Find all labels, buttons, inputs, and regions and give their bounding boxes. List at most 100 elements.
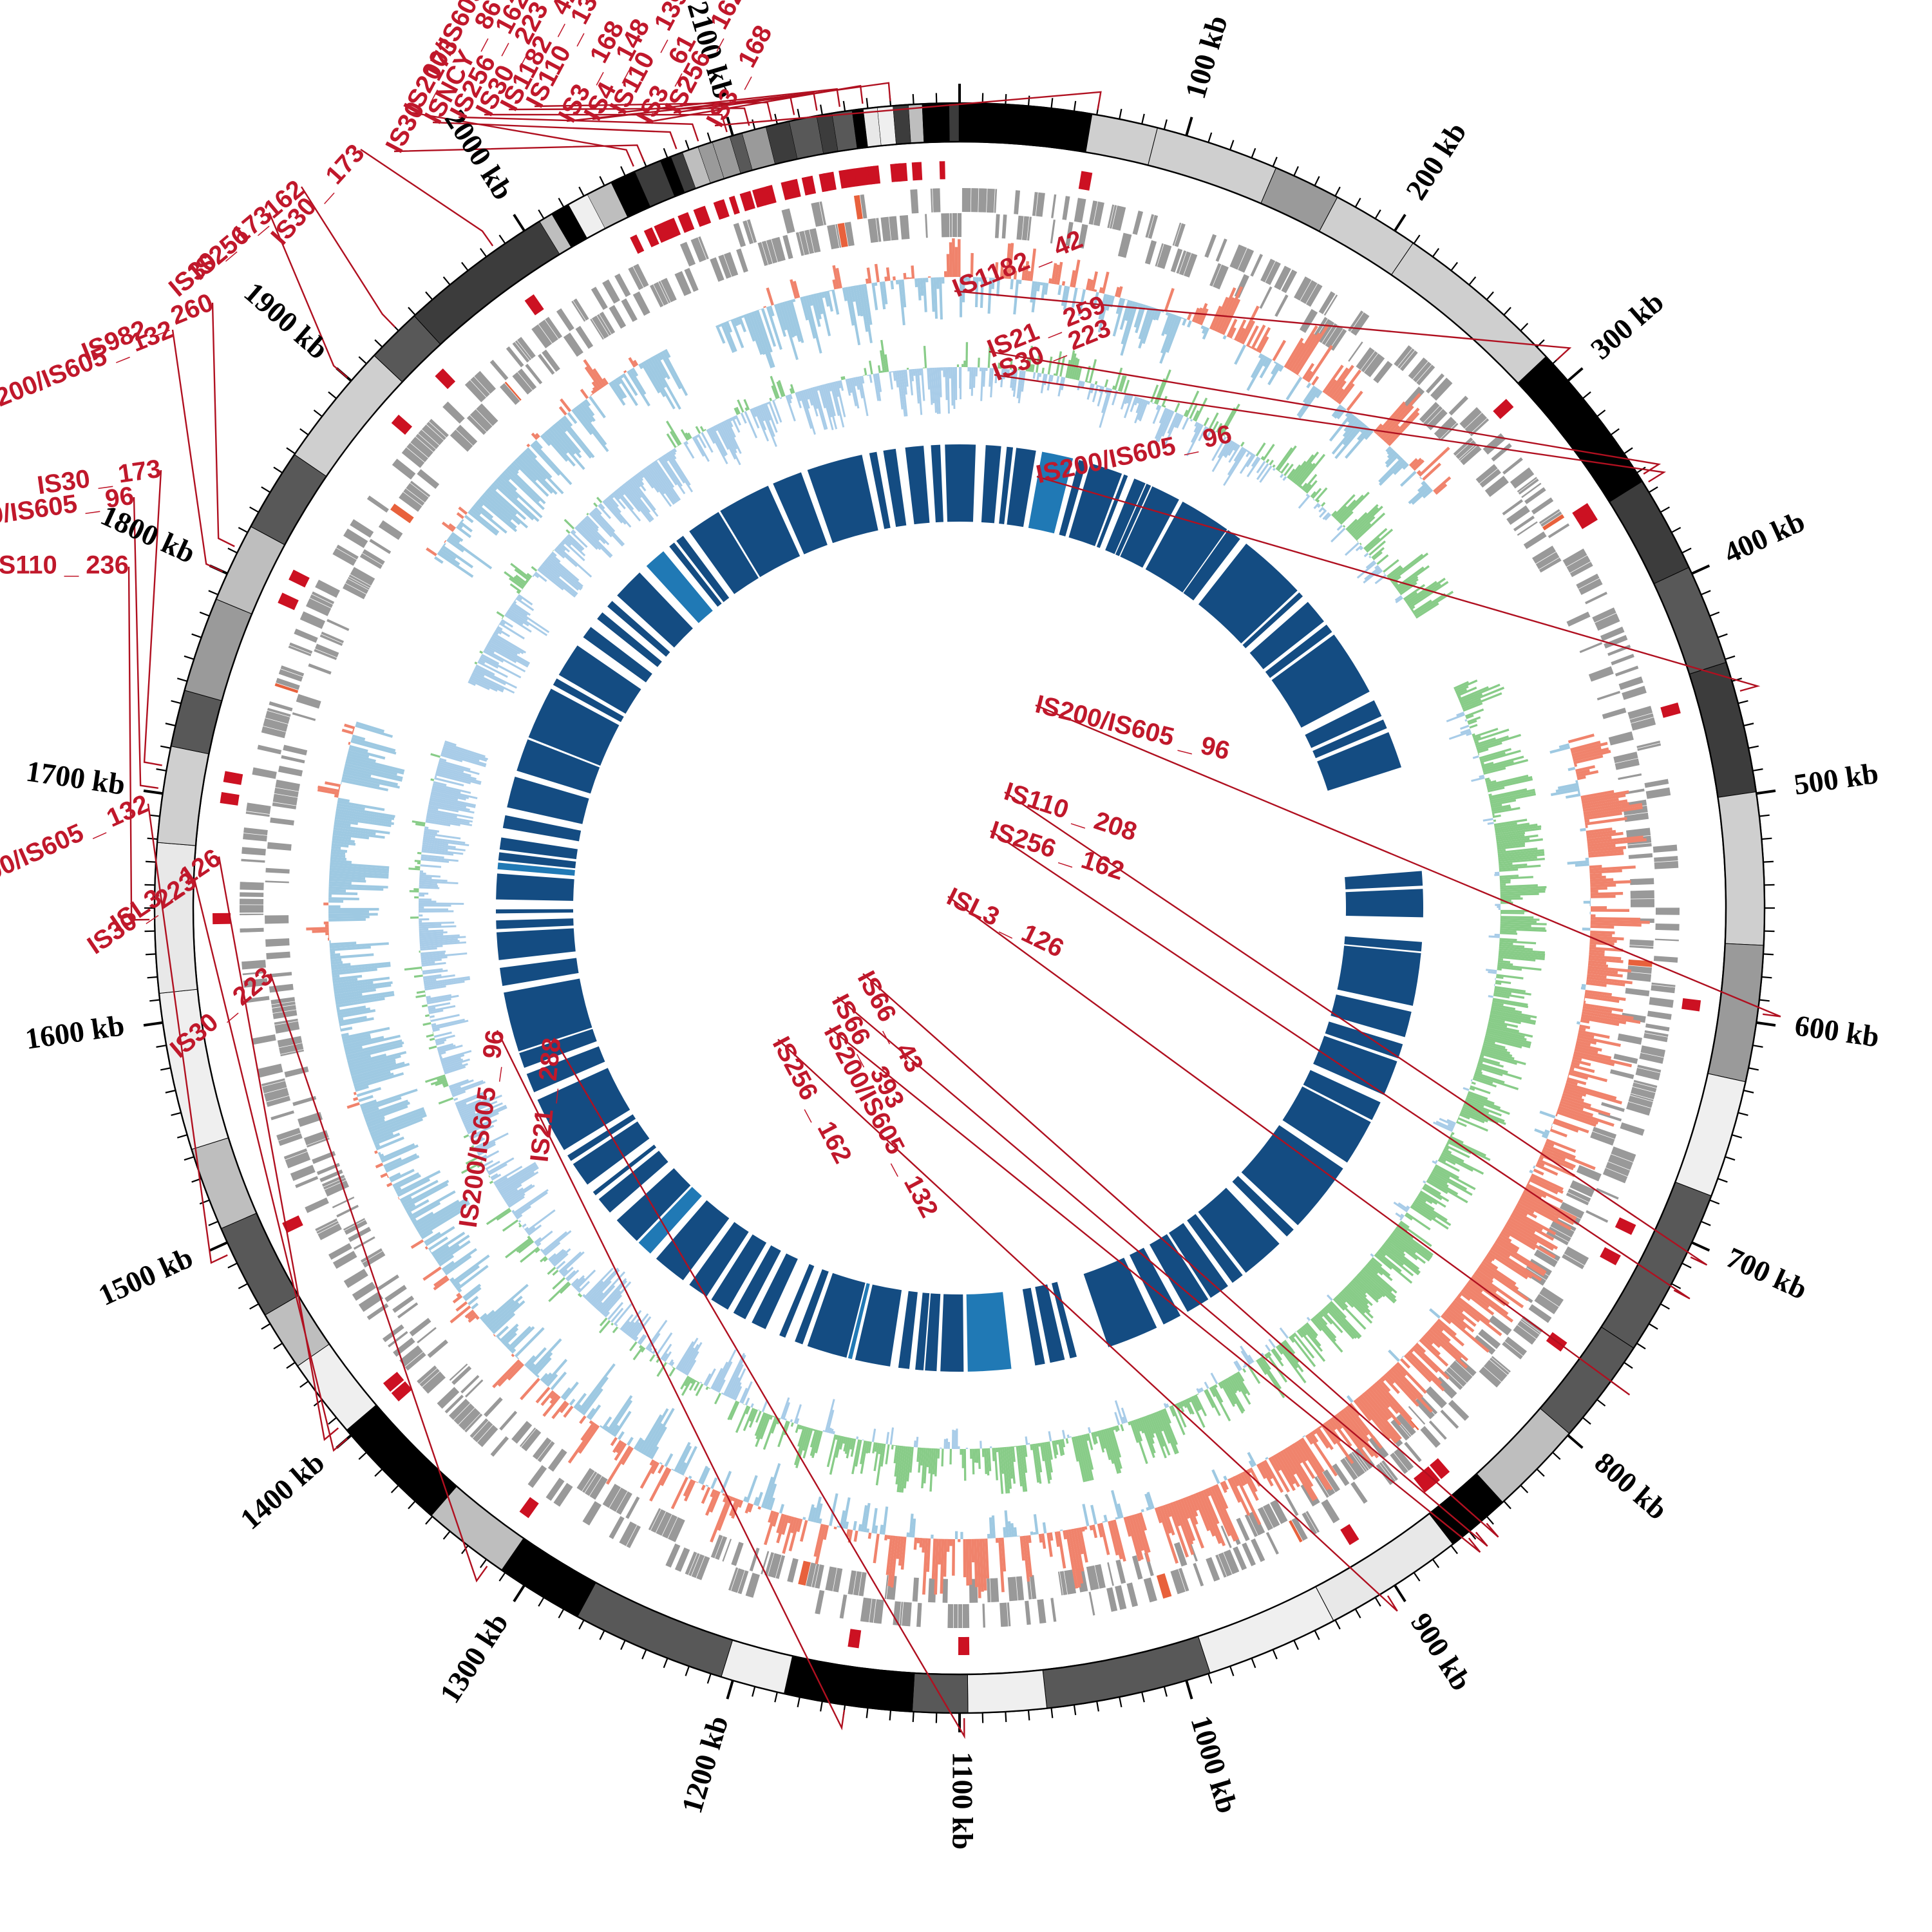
gene-feature (902, 1602, 912, 1627)
is-marker (391, 414, 413, 435)
synteny-block (567, 1114, 636, 1161)
gc-skew-bar (677, 1338, 699, 1371)
gc-content-bar (578, 1425, 600, 1454)
gc-skew-bar (424, 985, 446, 991)
gene-feature (328, 1243, 352, 1260)
gc-skew-bar (439, 759, 471, 771)
gene-feature (358, 1291, 384, 1312)
gc-skew-bar (1391, 1232, 1430, 1262)
gc-skew-bar (673, 448, 677, 453)
gc-skew-bar (1200, 1387, 1204, 1392)
gc-skew-bar (1497, 963, 1542, 971)
gene-feature (453, 1403, 475, 1425)
gc-skew-bar (565, 1270, 576, 1280)
gene-feature (1350, 312, 1370, 336)
gc-skew-bar (668, 451, 691, 486)
gc-skew-bar (1493, 983, 1495, 987)
gc-skew-bar (1114, 1400, 1124, 1425)
gc-skew-bar (893, 1444, 896, 1446)
gc-skew-bar (1430, 1173, 1448, 1184)
gc-content-bar (1433, 476, 1452, 493)
gc-skew-bar (1349, 507, 1379, 535)
gc-content-bar (1091, 271, 1098, 292)
gc-skew-bar (1338, 1293, 1354, 1308)
gc-content-bar (1031, 281, 1038, 313)
gene-feature (1244, 1514, 1258, 1537)
gc-skew-bar (547, 1266, 556, 1275)
gc-skew-bar (1494, 822, 1530, 830)
gc-content-bar (1511, 1212, 1543, 1232)
gc-skew-bar (516, 595, 522, 601)
gc-skew-bar (1497, 961, 1513, 966)
gc-skew-bar (1095, 1431, 1099, 1437)
gc-skew-bar (1475, 737, 1496, 746)
synteny-block (669, 542, 722, 607)
gc-skew-bar (457, 1097, 491, 1113)
gc-skew-bar (989, 368, 992, 387)
gc-content-bar (1296, 1440, 1330, 1491)
gc-content-bar (890, 280, 895, 290)
gc-skew-bar (1488, 1018, 1505, 1023)
gc-skew-bar (1300, 1327, 1307, 1336)
gc-content-bar (1585, 857, 1589, 861)
gc-skew-bar (500, 620, 506, 625)
gene-feature (809, 228, 821, 253)
gc-skew-bar (419, 928, 429, 931)
gc-skew-bar (603, 499, 627, 525)
gc-skew-bar (576, 525, 601, 551)
gene-feature (359, 553, 383, 569)
gc-skew-bar (535, 1248, 540, 1253)
gc-content-bar (1589, 911, 1591, 914)
gc-skew-bar (1500, 918, 1540, 921)
gc-skew-bar (1487, 1023, 1520, 1033)
gc-content-bar (1273, 361, 1277, 365)
gc-content-bar (636, 1439, 645, 1452)
gc-skew-bar (869, 374, 873, 383)
synteny-block (855, 1284, 902, 1367)
minor-tick (1374, 1596, 1381, 1607)
minor-tick (1624, 1361, 1633, 1369)
gc-content-bar (1028, 1535, 1032, 1544)
minor-tick (156, 1045, 167, 1048)
synteny-block (1028, 451, 1074, 534)
gene-feature (1504, 1336, 1528, 1356)
gc-skew-bar (417, 851, 422, 855)
gc-skew-bar (430, 1078, 447, 1086)
gene-feature (1325, 325, 1343, 349)
gene-feature (470, 376, 490, 397)
gc-content-bar (842, 287, 848, 301)
gc-skew-bar (497, 625, 503, 631)
gc-content-bar (799, 1520, 808, 1542)
gc-skew-bar (518, 1224, 522, 1228)
gc-skew-bar (474, 1141, 487, 1149)
gc-skew-bar (668, 1359, 674, 1366)
gc-content-bar (328, 915, 370, 919)
gene-feature (1156, 1573, 1172, 1599)
gc-content-bar (562, 415, 573, 427)
gc-content-bar (1073, 1528, 1084, 1572)
gc-content-bar (649, 1459, 655, 1466)
gc-content-bar (1165, 312, 1170, 316)
synteny-block (905, 446, 930, 525)
gc-content-bar (820, 291, 826, 298)
gc-skew-bar (1473, 1075, 1493, 1084)
gene-feature (833, 1567, 843, 1593)
gc-content-bar (1306, 382, 1312, 389)
gene-feature (410, 437, 433, 458)
gene-feature (771, 236, 786, 262)
gc-skew-bar (423, 834, 435, 838)
gene-feature (1107, 204, 1115, 229)
gene-feature (1524, 487, 1546, 504)
gene-feature (1274, 265, 1291, 290)
gc-skew-bar (1130, 1421, 1139, 1443)
gc-skew-bar (726, 1364, 744, 1397)
minor-tick (1272, 156, 1278, 167)
gc-content-bar (362, 1106, 379, 1115)
gc-content-bar (632, 359, 639, 366)
gc-skew-bar (710, 1367, 723, 1390)
gc-content-bar (397, 1197, 400, 1200)
gc-skew-bar (777, 1420, 788, 1448)
gc-content-bar (1584, 992, 1626, 1001)
gc-content-bar (343, 1036, 384, 1048)
gc-skew-bar (694, 435, 710, 462)
